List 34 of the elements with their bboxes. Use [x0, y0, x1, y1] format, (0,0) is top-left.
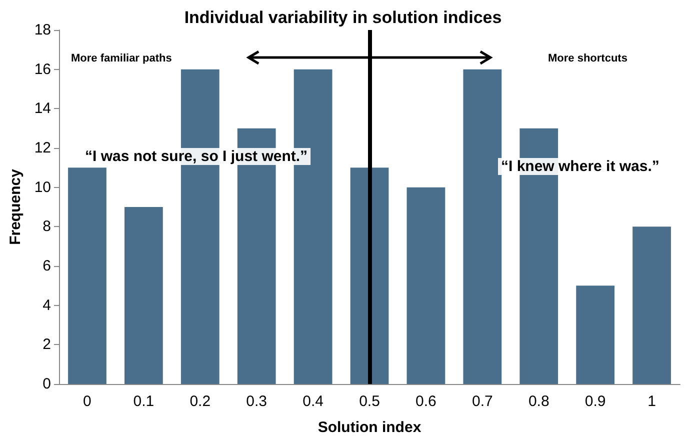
annotation: More shortcuts: [548, 52, 628, 64]
x-tick-label: 0.4: [302, 393, 324, 410]
bar: [632, 226, 671, 384]
x-tick-label: 0.1: [133, 393, 154, 410]
y-tick-label: 16: [34, 60, 51, 78]
bar: [124, 207, 163, 384]
y-tick-label: 14: [34, 100, 51, 118]
y-tick-label: 10: [34, 178, 51, 196]
x-tick-label: 0.3: [246, 393, 268, 410]
x-tick-label: 0.7: [472, 393, 493, 410]
chart-title: Individual variability in solution indices: [184, 8, 502, 27]
annotation: “I knew where it was.”: [501, 158, 660, 175]
y-tick-label: 2: [42, 336, 51, 354]
annotation: More familiar paths: [71, 52, 172, 64]
y-tick-label: 12: [34, 140, 51, 156]
x-tick-label: 0: [83, 393, 92, 410]
x-tick-label: 0.9: [584, 393, 606, 410]
y-axis-title: Frequency: [7, 168, 24, 245]
x-tick-label: 1: [648, 393, 656, 410]
bar: [576, 286, 615, 384]
x-tick-label: 0.5: [359, 393, 380, 410]
y-tick-label: 4: [42, 296, 51, 314]
y-tick-label: 18: [34, 22, 51, 38]
y-tick-label: 6: [42, 258, 51, 274]
y-tick-label: 8: [42, 218, 51, 236]
annotation: “I was not sure, so I just went.”: [85, 148, 308, 165]
x-tick-label: 0.6: [416, 393, 436, 410]
x-tick-label: 0.2: [190, 393, 211, 410]
x-tick-label: 0.8: [528, 393, 550, 410]
bar: [68, 168, 106, 384]
bar: [463, 69, 502, 384]
y-tick-label: 0: [42, 376, 51, 392]
x-axis-title: Solution index: [318, 419, 422, 436]
bar: [406, 187, 446, 384]
